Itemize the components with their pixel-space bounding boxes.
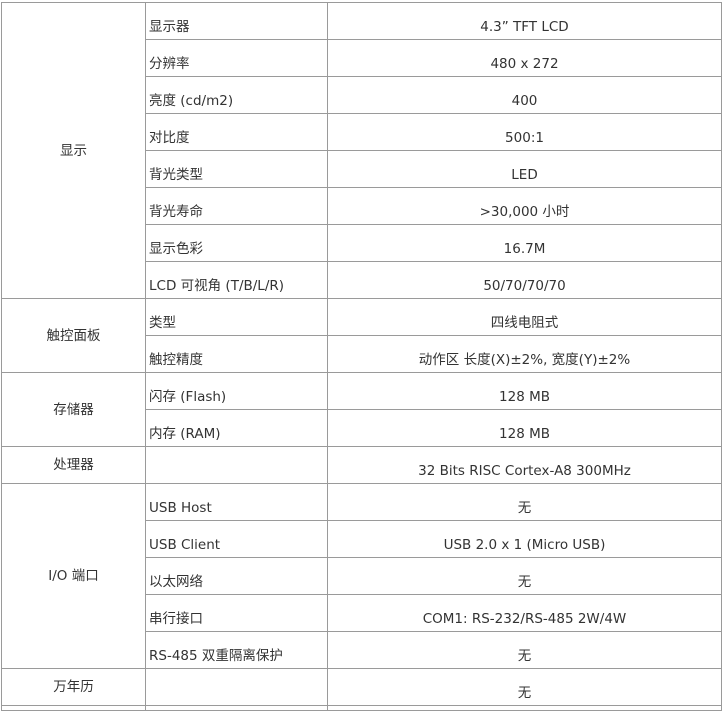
spec-value: COM1: RS-232/RS-485 2W/4W (327, 594, 722, 632)
table-row: 触控精度 动作区 长度(X)±2%, 宽度(Y)±2% (2, 335, 722, 373)
spec-value: USB 2.0 x 1 (Micro USB) (327, 520, 722, 558)
spec-value: 480 x 272 (327, 39, 722, 77)
spec-value: 4.3” TFT LCD (327, 2, 722, 40)
spec-key: USB Client (145, 520, 328, 558)
group-label: 处理器 (1, 446, 146, 484)
table-row: USB Client USB 2.0 x 1 (Micro USB) (2, 520, 722, 558)
spec-value: 无 (327, 631, 722, 669)
spec-key (145, 668, 328, 706)
spec-key: 闪存 (Flash) (145, 372, 328, 410)
spec-value: 128 MB (327, 372, 722, 410)
table-row: I/O 端口 USB Host 无 (1, 483, 722, 669)
spec-value: 128 MB (327, 409, 722, 447)
table-row: 串行接口 COM1: RS-232/RS-485 2W/4W (2, 594, 722, 632)
spec-value: 无 (327, 483, 722, 521)
table-row: LCD 可视角 (T/B/L/R) 50/70/70/70 (2, 261, 722, 299)
group-label: I/O 端口 (1, 483, 146, 669)
table-row: 背光类型 LED (2, 150, 722, 188)
table-row-partial (1, 705, 722, 711)
spec-key: 显示色彩 (145, 224, 328, 262)
spec-value: 动作区 长度(X)±2%, 宽度(Y)±2% (327, 335, 722, 373)
table-row: 显示色彩 16.7M (2, 224, 722, 262)
table-row: 存储器 闪存 (Flash) 128 MB (1, 372, 722, 447)
spec-value: 16.7M (327, 224, 722, 262)
table-row: 触控面板 类型 四线电阻式 (1, 298, 722, 373)
spec-key: 触控精度 (145, 335, 328, 373)
spec-value: 500:1 (327, 113, 722, 151)
spec-value: >30,000 小时 (327, 187, 722, 225)
spec-key: 串行接口 (145, 594, 328, 632)
spec-key: 显示器 (145, 2, 328, 40)
group-label: 显示 (1, 2, 146, 299)
spec-value: 400 (327, 76, 722, 114)
spec-key: RS-485 双重隔离保护 (145, 631, 328, 669)
spec-key: LCD 可视角 (T/B/L/R) (145, 261, 328, 299)
spec-key: 背光寿命 (145, 187, 328, 225)
spec-value: LED (327, 150, 722, 188)
spec-key: 亮度 (cd/m2) (145, 76, 328, 114)
table-row: 对比度 500:1 (2, 113, 722, 151)
spec-value: 50/70/70/70 (327, 261, 722, 299)
spec-key: USB Host (145, 483, 328, 521)
spec-key: 内存 (RAM) (145, 409, 328, 447)
group-label: 存储器 (1, 372, 146, 447)
table-row: 亮度 (cd/m2) 400 (2, 76, 722, 114)
spec-key: 分辨率 (145, 39, 328, 77)
spec-key: 背光类型 (145, 150, 328, 188)
spec-value: 32 Bits RISC Cortex-A8 300MHz (327, 446, 722, 484)
table-row: 万年历 无 (1, 668, 722, 706)
spec-value: 四线电阻式 (327, 298, 722, 336)
spec-value: 无 (327, 668, 722, 706)
group-label: 触控面板 (1, 298, 146, 373)
table-row: 分辨率 480 x 272 (2, 39, 722, 77)
spec-key: 对比度 (145, 113, 328, 151)
spec-key: 以太网络 (145, 557, 328, 595)
table-row: 处理器 32 Bits RISC Cortex-A8 300MHz (1, 446, 722, 484)
spec-key (145, 446, 328, 484)
group-label: 万年历 (1, 668, 146, 706)
table-row: 显示 显示器 4.3” TFT LCD (1, 2, 722, 299)
table-row: 背光寿命 >30,000 小时 (2, 187, 722, 225)
spec-key: 类型 (145, 298, 328, 336)
spec-value: 无 (327, 557, 722, 595)
